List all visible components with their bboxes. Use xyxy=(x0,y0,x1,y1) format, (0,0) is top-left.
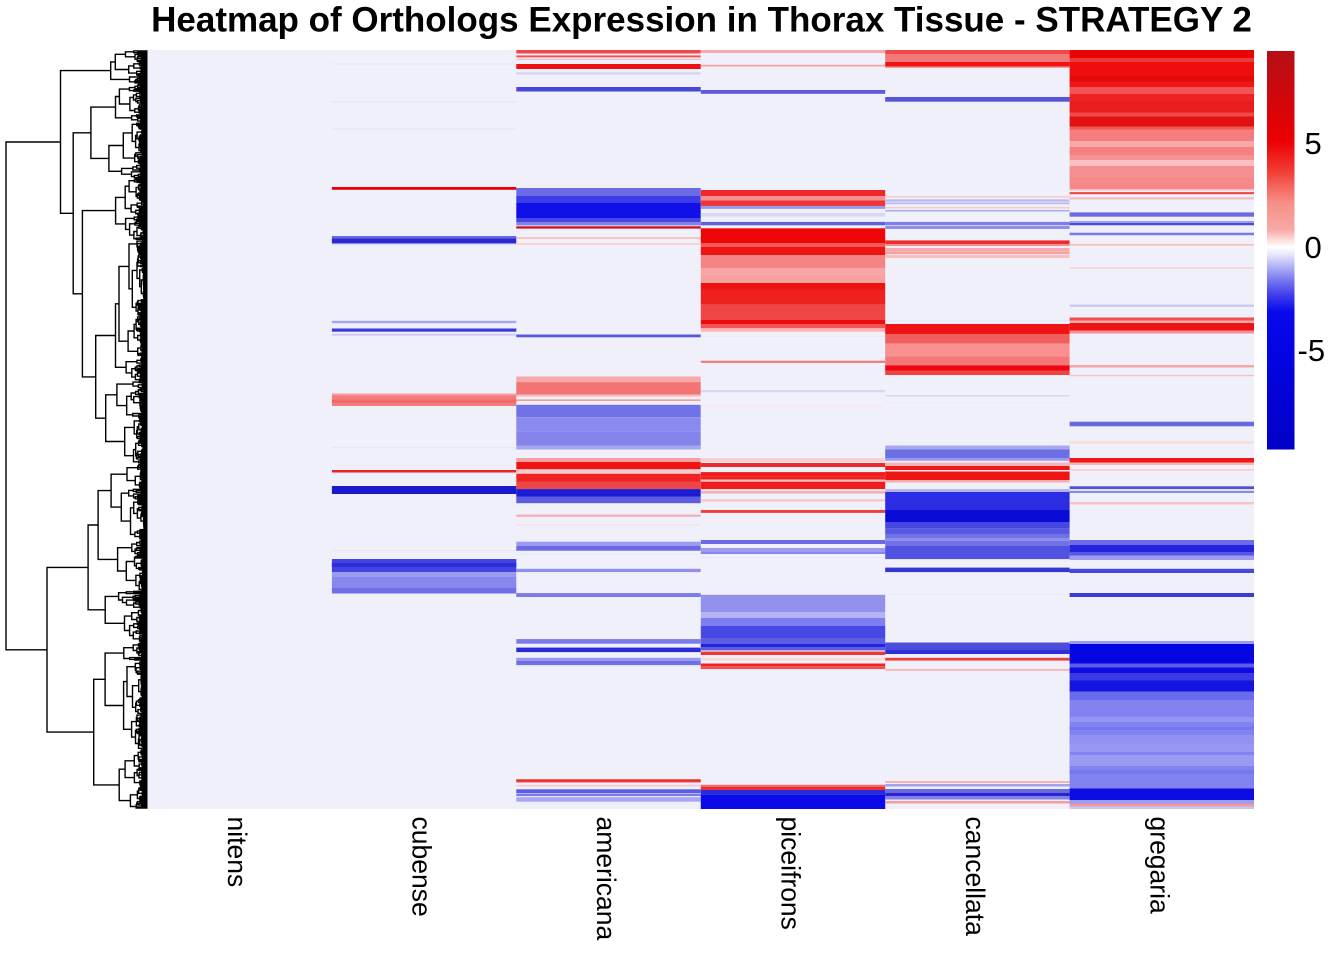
svg-text:gregaria: gregaria xyxy=(1144,817,1174,914)
svg-text:nitens: nitens xyxy=(222,817,252,888)
svg-text:piceifrons: piceifrons xyxy=(776,817,806,930)
svg-text:5: 5 xyxy=(1305,126,1322,161)
svg-text:cancellata: cancellata xyxy=(960,817,990,937)
svg-text:-5: -5 xyxy=(1298,333,1326,368)
svg-text:Heatmap of Orthologs Expressio: Heatmap of Orthologs Expression in Thora… xyxy=(151,1,1252,40)
svg-text:americana: americana xyxy=(591,817,621,941)
svg-text:0: 0 xyxy=(1305,230,1322,265)
svg-text:cubense: cubense xyxy=(407,817,437,917)
